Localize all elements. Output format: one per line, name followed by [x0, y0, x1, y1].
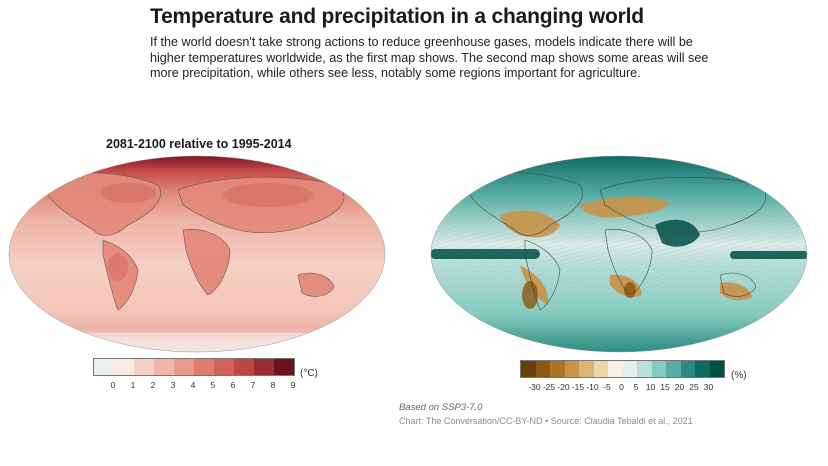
- temperature-tick-label: 1: [130, 380, 136, 390]
- temperature-swatch: [134, 359, 154, 375]
- temperature-tick-label: 3: [170, 380, 176, 390]
- temperature-tick-label: 8: [270, 380, 276, 390]
- temperature-swatch: [274, 359, 294, 375]
- temperature-tick-label: 4: [190, 380, 196, 390]
- temperature-change-map: [8, 155, 386, 353]
- precipitation-tick-label: 10: [645, 382, 656, 392]
- precipitation-tick-label: 30: [703, 382, 714, 392]
- precipitation-tick-label: -20: [557, 382, 570, 392]
- precipitation-swatch: [666, 361, 681, 377]
- precipitation-tick-label: 20: [674, 382, 685, 392]
- temperature-swatch: [94, 359, 114, 375]
- temperature-swatch: [254, 359, 274, 375]
- precipitation-swatch: [709, 361, 724, 377]
- temperature-tick-label: 5: [210, 380, 216, 390]
- precipitation-swatch: [637, 361, 652, 377]
- precipitation-change-map: [430, 155, 808, 353]
- temperature-swatch: [114, 359, 134, 375]
- temperature-tick-label: 0: [110, 380, 116, 390]
- precipitation-tick-label: 25: [689, 382, 699, 392]
- precipitation-tick-labels: -30 -25 -20 -15 -10 -5 0 5 10 15 20 25 30: [520, 378, 724, 392]
- precipitation-tick-label: -30: [528, 382, 541, 392]
- temperature-tick-labels: 0 1 2 3 4 5 6 7 8 9: [93, 376, 296, 390]
- precipitation-swatch: [622, 361, 637, 377]
- chart-title: Temperature and precipitation in a chang…: [150, 5, 644, 28]
- precipitation-swatch: [651, 361, 666, 377]
- left-map-title: 2081-2100 relative to 1995-2014: [106, 137, 292, 151]
- precipitation-swatch: [535, 361, 550, 377]
- temperature-legend: 0 1 2 3 4 5 6 7 8 9: [93, 358, 295, 390]
- precipitation-tick-label: -15: [571, 382, 585, 392]
- temperature-tick-label: 6: [230, 380, 236, 390]
- precipitation-tick-label: 5: [633, 382, 639, 392]
- precipitation-swatch: [579, 361, 594, 377]
- chart-subtitle: If the world doesn't take strong actions…: [150, 35, 709, 80]
- precipitation-tick-label: 15: [660, 382, 670, 392]
- precipitation-swatch: [695, 361, 710, 377]
- scenario-note: Based on SSP3-7.0: [399, 402, 483, 413]
- precipitation-swatch: [550, 361, 565, 377]
- precipitation-swatch: [680, 361, 695, 377]
- source-credit: Chart: The Conversation/CC-BY-ND • Sourc…: [399, 416, 693, 426]
- temperature-swatch: [154, 359, 174, 375]
- temperature-swatch: [214, 359, 234, 375]
- precipitation-swatch: [521, 361, 536, 377]
- precipitation-tick-label: -5: [603, 382, 611, 392]
- precipitation-legend: -30 -25 -20 -15 -10 -5 0 5 10 15 20 25 30: [520, 360, 725, 392]
- precipitation-swatch: [564, 361, 579, 377]
- temperature-unit-label: (°C): [300, 368, 318, 379]
- temperature-tick-label: 9: [290, 380, 296, 390]
- precipitation-tick-label: -10: [586, 382, 599, 392]
- temperature-tick-label: 2: [150, 380, 156, 390]
- temperature-color-scale: [93, 358, 295, 376]
- precipitation-color-scale: [520, 360, 725, 378]
- temperature-tick-label: 7: [250, 380, 256, 390]
- precipitation-unit-label: (%): [731, 370, 747, 381]
- temperature-swatch: [234, 359, 254, 375]
- precipitation-swatch: [593, 361, 608, 377]
- temperature-swatch: [174, 359, 194, 375]
- precipitation-swatch: [608, 361, 623, 377]
- precipitation-tick-label: -25: [542, 382, 556, 392]
- precipitation-tick-label: 0: [619, 382, 624, 392]
- temperature-swatch: [194, 359, 214, 375]
